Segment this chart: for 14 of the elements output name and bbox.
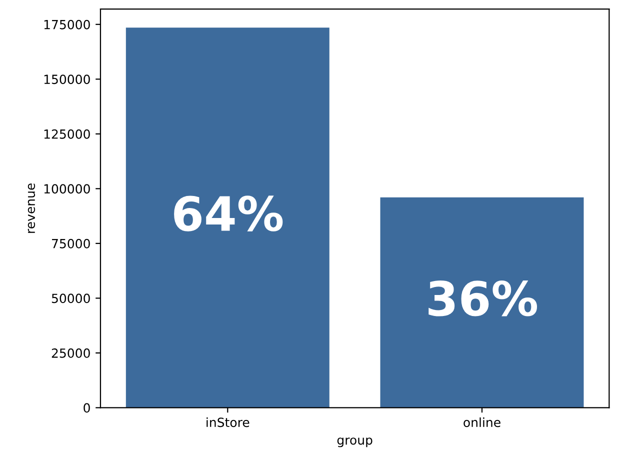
- x-tick-label: inStore: [206, 417, 250, 428]
- y-tick-label: 100000: [44, 184, 90, 194]
- y-tick-label: 75000: [52, 238, 90, 248]
- y-tick-label: 150000: [44, 74, 90, 84]
- y-axis-title: revenue: [28, 183, 36, 233]
- y-tick-label: 125000: [44, 129, 90, 139]
- x-axis-title: group: [337, 438, 372, 448]
- y-tick-label: 0: [84, 403, 90, 413]
- annotation: 64%: [174, 196, 283, 232]
- annotation: 36%: [428, 280, 537, 316]
- y-tick-label: 25000: [52, 348, 90, 358]
- y-tick-label: 50000: [52, 294, 90, 304]
- x-tick-label: online: [464, 417, 500, 428]
- y-tick-label: 175000: [44, 20, 90, 30]
